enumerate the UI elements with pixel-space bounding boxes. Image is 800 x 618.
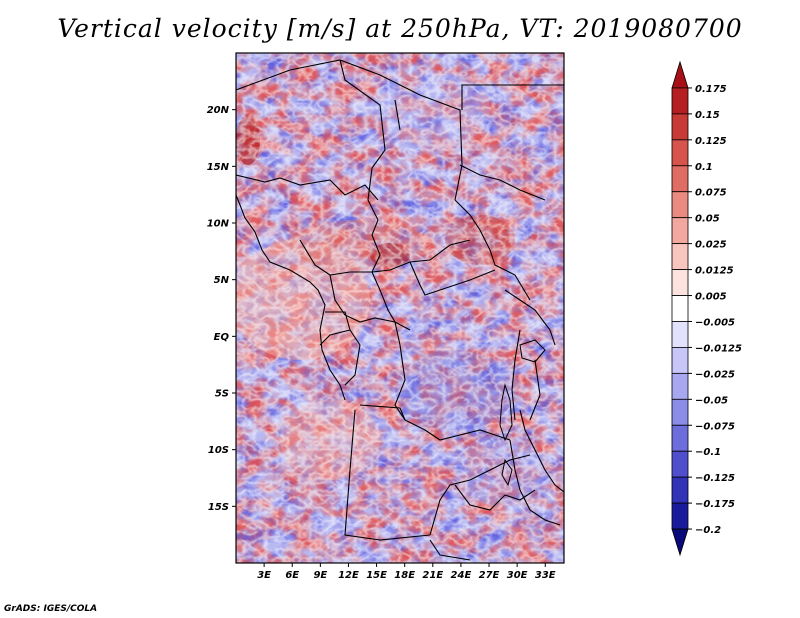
latitude-axis: 20N 15N 10N 5N EQ 5S 10S 15S — [207, 105, 236, 513]
lon-tick-label: 3E — [257, 570, 271, 581]
colorbar-swatch — [671, 476, 689, 504]
lon-tick-label: 18E — [394, 570, 415, 581]
colorbar-label: −0.005 — [695, 317, 735, 328]
colorbar-swatch — [671, 321, 689, 348]
map-frame — [235, 52, 565, 564]
lat-tick-label: 15S — [208, 502, 229, 513]
lat-tick-label: 10N — [207, 219, 230, 230]
colorbar-swatch — [671, 87, 689, 115]
lon-tick-label: 12E — [338, 570, 359, 581]
lon-tick-label: 33E — [535, 570, 556, 581]
colorbar-label: 0.125 — [695, 136, 727, 147]
colorbar-swatch — [671, 424, 689, 452]
colorbar-label: 0.025 — [695, 240, 727, 251]
chart-title: Vertical velocity [m/s] at 250hPa, VT: 2… — [57, 14, 743, 43]
colorbar-swatch — [671, 113, 689, 141]
colorbar-swatch — [671, 372, 689, 400]
lat-tick-label: 5S — [215, 389, 229, 400]
lon-tick-label: 27E — [479, 570, 500, 581]
colorbar-swatch — [671, 450, 689, 478]
lat-tick-label: 5N — [214, 275, 230, 286]
colorbar-swatch — [671, 398, 689, 426]
colorbar-swatch — [671, 165, 689, 193]
colorbar-swatch — [671, 269, 689, 296]
lon-tick-label: 6E — [285, 570, 299, 581]
colorbar-label: 0.075 — [695, 188, 727, 199]
colorbar-arrow-bottom — [671, 528, 689, 557]
colorbar-arrow-top — [671, 60, 689, 89]
colorbar-label: 0.15 — [695, 110, 720, 121]
colorbar-label: −0.175 — [695, 499, 735, 510]
lat-tick-label: 20N — [207, 105, 230, 116]
colorbar-swatch — [671, 191, 689, 219]
colorbar-swatch — [671, 347, 689, 374]
colorbar-swatch — [671, 502, 689, 530]
colorbar-label: −0.125 — [695, 473, 735, 484]
colorbar-label: −0.1 — [695, 447, 721, 458]
lon-tick-label: 24E — [451, 570, 472, 581]
lon-tick-label: 30E — [507, 570, 528, 581]
credit-label: GrADS: IGES/COLA — [4, 604, 98, 614]
lon-tick-label: 9E — [313, 570, 327, 581]
colorbar-swatch — [671, 243, 689, 270]
longitude-axis: 3E 6E 9E 12E 15E 18E 21E 24E 27E 30E 33E — [257, 563, 556, 581]
colorbar-label: −0.025 — [695, 369, 735, 380]
colorbar-swatch — [671, 217, 689, 245]
colorbar-label: 0.05 — [695, 214, 720, 225]
colorbar-label: 0.005 — [695, 292, 727, 303]
lat-tick-label: 15N — [207, 162, 230, 173]
lat-tick-label: EQ — [214, 332, 230, 343]
lon-tick-label: 15E — [366, 570, 387, 581]
colorbar-label: −0.075 — [695, 421, 735, 432]
velocity-field — [236, 53, 564, 563]
coastline — [236, 194, 564, 493]
country-borders — [236, 59, 564, 561]
colorbar-swatch — [671, 295, 689, 322]
colorbar-label: −0.0125 — [695, 343, 742, 354]
colorbar-label: −0.2 — [695, 525, 721, 536]
colorbar-label: 0.175 — [695, 84, 727, 95]
lon-tick-label: 21E — [422, 570, 443, 581]
colorbar-label: −0.05 — [695, 395, 728, 406]
colorbar: 0.175 0.15 0.125 0.1 0.075 0.05 0.025 0.0125 0.0… — [671, 60, 742, 557]
colorbar-label: 0.0125 — [695, 266, 734, 277]
lat-tick-label: 10S — [208, 445, 229, 456]
colorbar-swatch — [671, 139, 689, 167]
lakes — [499, 339, 546, 487]
colorbar-label: 0.1 — [695, 162, 713, 173]
